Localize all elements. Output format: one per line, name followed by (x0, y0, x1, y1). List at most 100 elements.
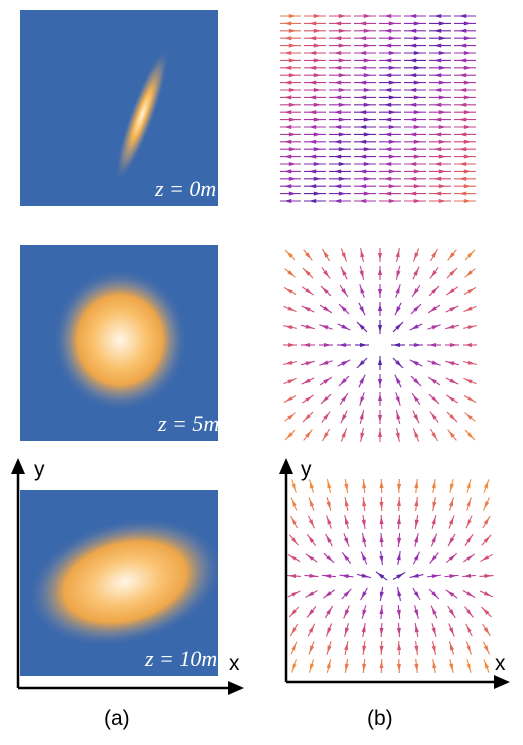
field-arrowhead (396, 411, 401, 420)
field-arrowhead (309, 498, 315, 507)
field-arrowhead (338, 87, 347, 93)
field-arrowhead (463, 110, 472, 115)
field-arrowhead (463, 573, 472, 578)
field-arrowhead (448, 252, 455, 260)
field-arrowhead (288, 191, 297, 196)
field-arrowhead (358, 139, 367, 144)
field-arrowhead (465, 270, 473, 277)
field-arrowhead (361, 553, 367, 561)
field-arrowhead (396, 498, 401, 507)
field-arrowhead (379, 480, 384, 489)
field-arrowhead (433, 28, 442, 33)
field-arrowhead (433, 176, 442, 181)
field-arrowhead (289, 555, 297, 561)
field-arrowhead (429, 306, 437, 312)
field-arrowhead (287, 378, 296, 384)
field-arrowhead (320, 325, 329, 330)
field-arrowhead (484, 660, 490, 669)
field-arrowhead (379, 645, 384, 654)
field-arrowhead (414, 498, 419, 507)
field-arrowhead (304, 269, 311, 276)
field-arrowhead (344, 483, 349, 492)
field-arrowhead (306, 591, 315, 597)
field-arrowhead (431, 287, 438, 294)
field-arrowhead (483, 480, 489, 489)
field-arrowhead (288, 58, 297, 63)
field-arrowhead (438, 95, 447, 100)
field-arrowhead (411, 573, 419, 578)
field-arrowhead (363, 191, 372, 196)
field-arrowhead (466, 625, 472, 633)
field-arrowhead (284, 325, 293, 330)
caption-b: (b) (367, 707, 393, 730)
field-arrowhead (483, 517, 490, 525)
field-arrowhead (379, 555, 384, 564)
field-arrowhead (343, 537, 349, 546)
field-arrowhead (431, 325, 440, 330)
field-arrowhead (458, 43, 467, 48)
field-arrowhead (326, 501, 331, 510)
field-arrowhead (341, 394, 347, 402)
field-arrowhead (288, 147, 297, 152)
field-arrowhead (303, 306, 311, 312)
field-arrowhead (363, 161, 372, 167)
field-arrowhead (467, 432, 474, 439)
field-arrowhead (449, 269, 456, 276)
field-arrowhead (411, 324, 419, 330)
vector-field-z5 (283, 248, 477, 442)
field-arrowhead (358, 36, 367, 41)
field-arrowhead (341, 360, 349, 366)
field-arrowhead (383, 87, 392, 93)
field-arrowhead (449, 574, 457, 579)
field-arrowhead (291, 537, 298, 545)
field-arrowhead (361, 519, 366, 528)
field-arrowhead (363, 87, 372, 93)
field-arrowhead (305, 430, 312, 438)
field-arrowhead (408, 87, 417, 93)
field-arrowhead (341, 324, 349, 330)
field-arrowhead (362, 645, 367, 654)
field-arrowhead (338, 43, 347, 48)
field-arrowhead (358, 80, 367, 85)
field-arrowhead (408, 73, 417, 78)
field-arrowhead (358, 65, 367, 70)
field-arrowhead (383, 58, 392, 63)
field-arrowhead (482, 608, 490, 615)
field-arrowhead (308, 21, 317, 26)
field-arrowhead (413, 591, 420, 599)
field-arrowhead (408, 147, 417, 152)
field-arrowhead (388, 50, 397, 56)
field-arrowhead (458, 176, 467, 181)
field-arrowhead (433, 13, 442, 19)
field-arrowhead (305, 361, 314, 366)
field-arrowhead (481, 555, 490, 561)
field-arrowhead (396, 516, 401, 525)
field-arrowhead (383, 191, 392, 196)
field-arrowhead (414, 519, 419, 528)
field-arrowhead (464, 306, 473, 312)
field-arrowhead (304, 414, 311, 421)
field-arrowhead (341, 414, 347, 422)
field-arrowhead (326, 535, 332, 543)
field-arrowhead (408, 28, 417, 33)
beam-profile-z0 (114, 47, 170, 183)
field-arrowhead (395, 323, 402, 330)
field-arrowhead (413, 184, 422, 189)
field-arrowhead (358, 154, 367, 159)
field-arrowhead (433, 132, 442, 137)
field-arrowhead (431, 360, 440, 365)
field-arrowhead (463, 50, 472, 56)
field-arrowhead (341, 288, 347, 296)
field-arrowhead (286, 432, 293, 439)
field-arrowhead (433, 102, 442, 107)
field-arrowhead (388, 95, 397, 100)
field-arrowhead (338, 13, 347, 19)
field-arrowhead (396, 573, 404, 579)
field-arrowhead (484, 574, 492, 579)
field-arrowhead (466, 663, 471, 672)
field-arrowhead (483, 591, 492, 597)
field-arrowhead (338, 147, 347, 152)
field-arrowhead (413, 378, 420, 385)
field-arrowhead (309, 645, 315, 654)
field-arrowhead (308, 198, 317, 204)
